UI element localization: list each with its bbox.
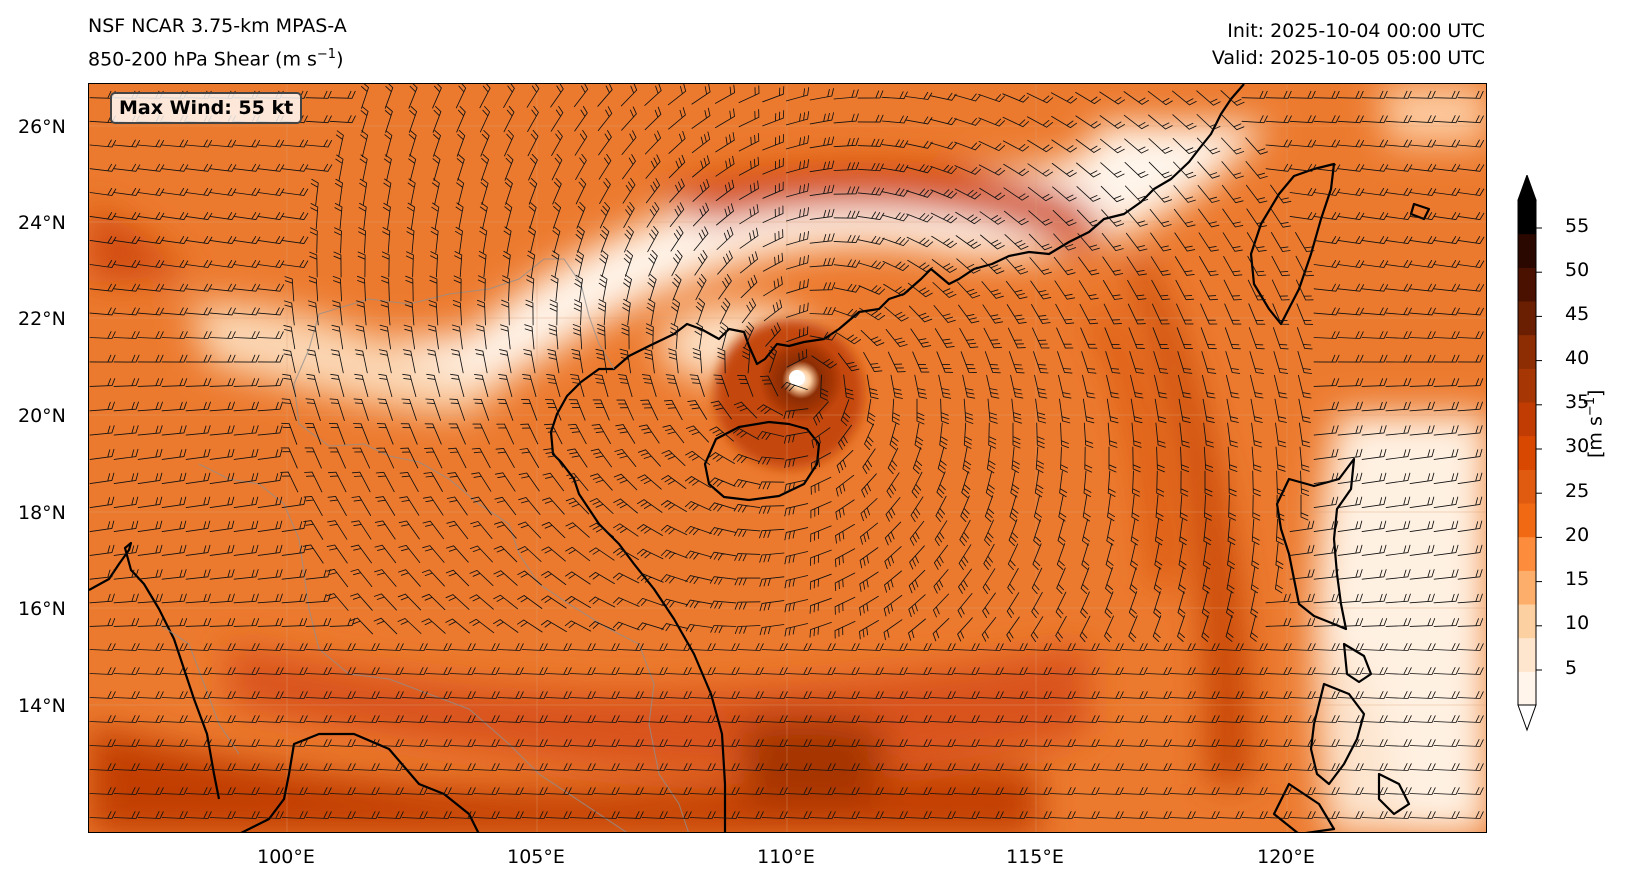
valid-time: Valid: 2025-10-05 05:00 UTC (1211, 47, 1485, 69)
init-time: Init: 2025-10-04 00:00 UTC (1227, 20, 1485, 42)
lat-label-22: 22°N (18, 308, 66, 330)
lon-label-110: 110°E (757, 846, 815, 868)
max-wind-label: Max Wind: 55 kt (110, 92, 303, 124)
lon-label-115: 115°E (1006, 846, 1064, 868)
shear-barbs (89, 84, 1485, 819)
lon-label-120: 120°E (1257, 846, 1315, 868)
graticule (89, 84, 1486, 832)
cbar-tick-10: 10 (1565, 612, 1590, 634)
cbar-tick-20: 20 (1565, 524, 1590, 546)
lon-label-100: 100°E (257, 846, 315, 868)
cbar-tick-5: 5 (1565, 657, 1578, 679)
cbar-units-text: [m s (1584, 416, 1607, 458)
title-field-text: 850-200 hPa Shear (m s (88, 48, 317, 71)
cbar-tick-50: 50 (1565, 259, 1590, 281)
lat-label-18: 18°N (18, 502, 66, 524)
lat-label-16: 16°N (18, 598, 66, 620)
lat-label-24: 24°N (18, 212, 66, 234)
cbar-units-sup: −1 (1583, 396, 1598, 417)
cbar-tick-40: 40 (1565, 347, 1590, 369)
cbar-tick-15: 15 (1565, 568, 1590, 590)
lat-label-14: 14°N (18, 695, 66, 717)
colorbar-bands (1517, 175, 1537, 732)
map-panel (88, 83, 1487, 833)
lat-label-20: 20°N (18, 405, 66, 427)
colorbar (1517, 175, 1542, 732)
lon-label-105: 105°E (507, 846, 565, 868)
title-model: NSF NCAR 3.75-km MPAS-A (88, 15, 347, 37)
colorbar-units: [m s−1] (1583, 390, 1606, 458)
cbar-tick-25: 25 (1565, 480, 1590, 502)
cbar-units-close: ] (1584, 389, 1607, 397)
title-field: 850-200 hPa Shear (m s−1) (88, 43, 344, 71)
title-field-close: ) (336, 48, 344, 71)
title-field-sup: −1 (316, 47, 337, 62)
shear-map (89, 84, 1486, 832)
cbar-tick-45: 45 (1565, 303, 1590, 325)
cbar-tick-55: 55 (1565, 215, 1590, 237)
cbar-tick-35: 35 (1565, 391, 1590, 413)
cbar-tick-30: 30 (1565, 435, 1590, 457)
lat-label-26: 26°N (18, 116, 66, 138)
